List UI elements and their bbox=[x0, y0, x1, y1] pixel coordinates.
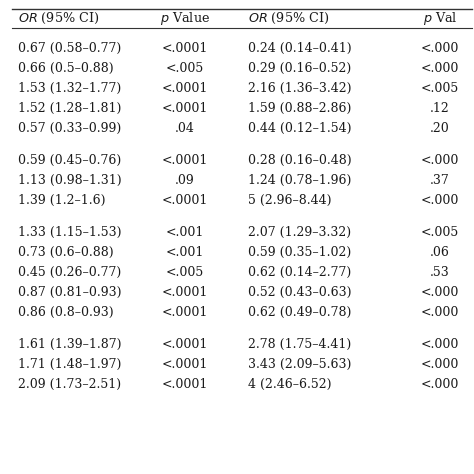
Text: .37: .37 bbox=[430, 173, 450, 186]
Text: <.000: <.000 bbox=[421, 62, 459, 74]
Text: <.000: <.000 bbox=[421, 337, 459, 350]
Text: 1.24 (0.78–1.96): 1.24 (0.78–1.96) bbox=[248, 173, 351, 186]
Text: <.001: <.001 bbox=[166, 226, 204, 238]
Text: 0.62 (0.49–0.78): 0.62 (0.49–0.78) bbox=[248, 306, 351, 319]
Text: 1.13 (0.98–1.31): 1.13 (0.98–1.31) bbox=[18, 173, 122, 186]
Text: $\it{p}$ Value: $\it{p}$ Value bbox=[160, 10, 210, 27]
Text: $\it{OR}$ (95% CI): $\it{OR}$ (95% CI) bbox=[248, 11, 329, 26]
Text: 1.33 (1.15–1.53): 1.33 (1.15–1.53) bbox=[18, 226, 121, 238]
Text: <.0001: <.0001 bbox=[162, 285, 208, 299]
Text: <.000: <.000 bbox=[421, 377, 459, 391]
Text: .09: .09 bbox=[175, 173, 195, 186]
Text: 0.67 (0.58–0.77): 0.67 (0.58–0.77) bbox=[18, 42, 121, 55]
Text: $\it{p}$ Val: $\it{p}$ Val bbox=[423, 10, 457, 27]
Text: 0.29 (0.16–0.52): 0.29 (0.16–0.52) bbox=[248, 62, 351, 74]
Text: 0.73 (0.6–0.88): 0.73 (0.6–0.88) bbox=[18, 246, 114, 258]
Text: <.0001: <.0001 bbox=[162, 154, 208, 166]
Text: 2.07 (1.29–3.32): 2.07 (1.29–3.32) bbox=[248, 226, 351, 238]
Text: <.000: <.000 bbox=[421, 193, 459, 207]
Text: 1.39 (1.2–1.6): 1.39 (1.2–1.6) bbox=[18, 193, 106, 207]
Text: 0.66 (0.5–0.88): 0.66 (0.5–0.88) bbox=[18, 62, 114, 74]
Text: <.000: <.000 bbox=[421, 306, 459, 319]
Text: 4 (2.46–6.52): 4 (2.46–6.52) bbox=[248, 377, 331, 391]
Text: 2.09 (1.73–2.51): 2.09 (1.73–2.51) bbox=[18, 377, 121, 391]
Text: <.005: <.005 bbox=[166, 265, 204, 279]
Text: <.000: <.000 bbox=[421, 154, 459, 166]
Text: 0.62 (0.14–2.77): 0.62 (0.14–2.77) bbox=[248, 265, 351, 279]
Text: 5 (2.96–8.44): 5 (2.96–8.44) bbox=[248, 193, 331, 207]
Text: <.005: <.005 bbox=[166, 62, 204, 74]
Text: <.0001: <.0001 bbox=[162, 193, 208, 207]
Text: 0.86 (0.8–0.93): 0.86 (0.8–0.93) bbox=[18, 306, 114, 319]
Text: 1.59 (0.88–2.86): 1.59 (0.88–2.86) bbox=[248, 101, 351, 115]
Text: <.0001: <.0001 bbox=[162, 377, 208, 391]
Text: 0.57 (0.33–0.99): 0.57 (0.33–0.99) bbox=[18, 121, 121, 135]
Text: .20: .20 bbox=[430, 121, 450, 135]
Text: 0.87 (0.81–0.93): 0.87 (0.81–0.93) bbox=[18, 285, 121, 299]
Text: <.000: <.000 bbox=[421, 357, 459, 371]
Text: .06: .06 bbox=[430, 246, 450, 258]
Text: 1.52 (1.28–1.81): 1.52 (1.28–1.81) bbox=[18, 101, 121, 115]
Text: 1.61 (1.39–1.87): 1.61 (1.39–1.87) bbox=[18, 337, 121, 350]
Text: 2.78 (1.75–4.41): 2.78 (1.75–4.41) bbox=[248, 337, 351, 350]
Text: 0.59 (0.35–1.02): 0.59 (0.35–1.02) bbox=[248, 246, 351, 258]
Text: <.0001: <.0001 bbox=[162, 82, 208, 94]
Text: 2.16 (1.36–3.42): 2.16 (1.36–3.42) bbox=[248, 82, 352, 94]
Text: 0.59 (0.45–0.76): 0.59 (0.45–0.76) bbox=[18, 154, 121, 166]
Text: 1.71 (1.48–1.97): 1.71 (1.48–1.97) bbox=[18, 357, 121, 371]
Text: 0.24 (0.14–0.41): 0.24 (0.14–0.41) bbox=[248, 42, 352, 55]
Text: 3.43 (2.09–5.63): 3.43 (2.09–5.63) bbox=[248, 357, 351, 371]
Text: <.005: <.005 bbox=[421, 82, 459, 94]
Text: 0.45 (0.26–0.77): 0.45 (0.26–0.77) bbox=[18, 265, 121, 279]
Text: <.000: <.000 bbox=[421, 42, 459, 55]
Text: <.000: <.000 bbox=[421, 285, 459, 299]
Text: $\it{OR}$ (95% CI): $\it{OR}$ (95% CI) bbox=[18, 11, 99, 26]
Text: .53: .53 bbox=[430, 265, 450, 279]
Text: 0.44 (0.12–1.54): 0.44 (0.12–1.54) bbox=[248, 121, 352, 135]
Text: 0.52 (0.43–0.63): 0.52 (0.43–0.63) bbox=[248, 285, 352, 299]
Text: .12: .12 bbox=[430, 101, 450, 115]
Text: .04: .04 bbox=[175, 121, 195, 135]
Text: <.0001: <.0001 bbox=[162, 306, 208, 319]
Text: 0.28 (0.16–0.48): 0.28 (0.16–0.48) bbox=[248, 154, 352, 166]
Text: <.0001: <.0001 bbox=[162, 337, 208, 350]
Text: <.0001: <.0001 bbox=[162, 357, 208, 371]
Text: <.005: <.005 bbox=[421, 226, 459, 238]
Text: <.0001: <.0001 bbox=[162, 42, 208, 55]
Text: <.001: <.001 bbox=[166, 246, 204, 258]
Text: 1.53 (1.32–1.77): 1.53 (1.32–1.77) bbox=[18, 82, 121, 94]
Text: <.0001: <.0001 bbox=[162, 101, 208, 115]
